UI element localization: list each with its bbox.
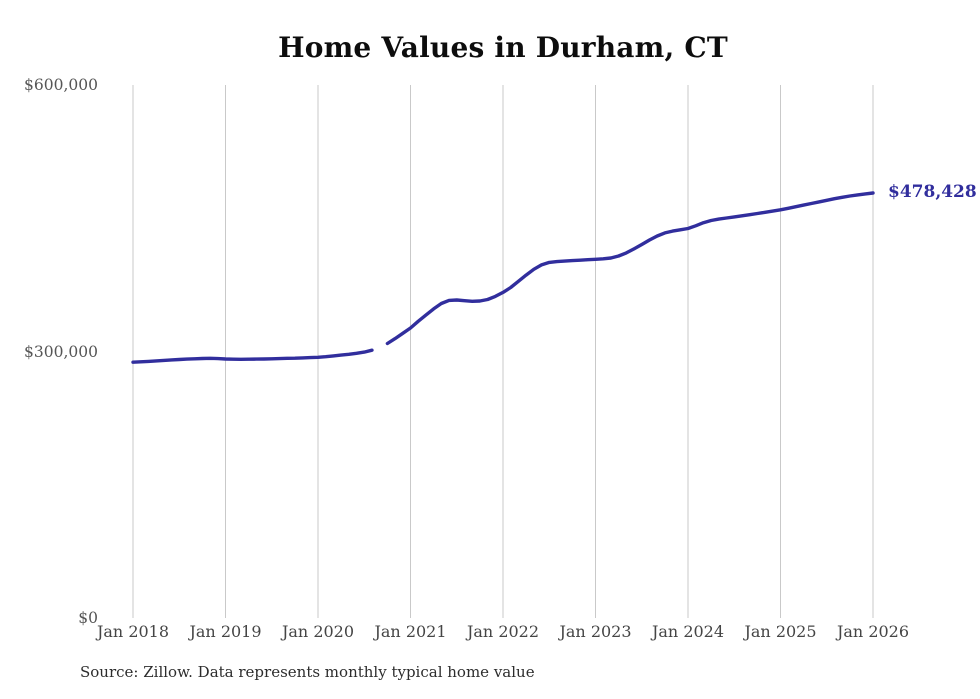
- x-tick-label: Jan 2020: [281, 622, 355, 641]
- latest-value-label: $478,428: [888, 181, 977, 202]
- x-tick-label: Jan 2019: [189, 622, 262, 641]
- y-tick-label: $600,000: [24, 76, 98, 94]
- x-tick-label: Jan 2018: [96, 622, 170, 641]
- y-tick-label: $300,000: [24, 342, 98, 361]
- x-tick-label: Jan 2025: [744, 622, 817, 641]
- x-tick-label: Jan 2021: [374, 622, 447, 641]
- x-tick-label: Jan 2022: [466, 622, 540, 641]
- x-tick-label: Jan 2023: [559, 622, 632, 641]
- y-tick-label: $0: [78, 609, 98, 627]
- source-note: Source: Zillow. Data represents monthly …: [80, 663, 535, 681]
- home-value-line: [131, 191, 875, 364]
- x-tick-label: Jan 2026: [836, 622, 910, 641]
- gridlines-group: [132, 85, 874, 618]
- line-series-group: [131, 191, 875, 364]
- chart-title: Home Values in Durham, CT: [278, 31, 728, 64]
- x-tick-label: Jan 2024: [651, 622, 725, 641]
